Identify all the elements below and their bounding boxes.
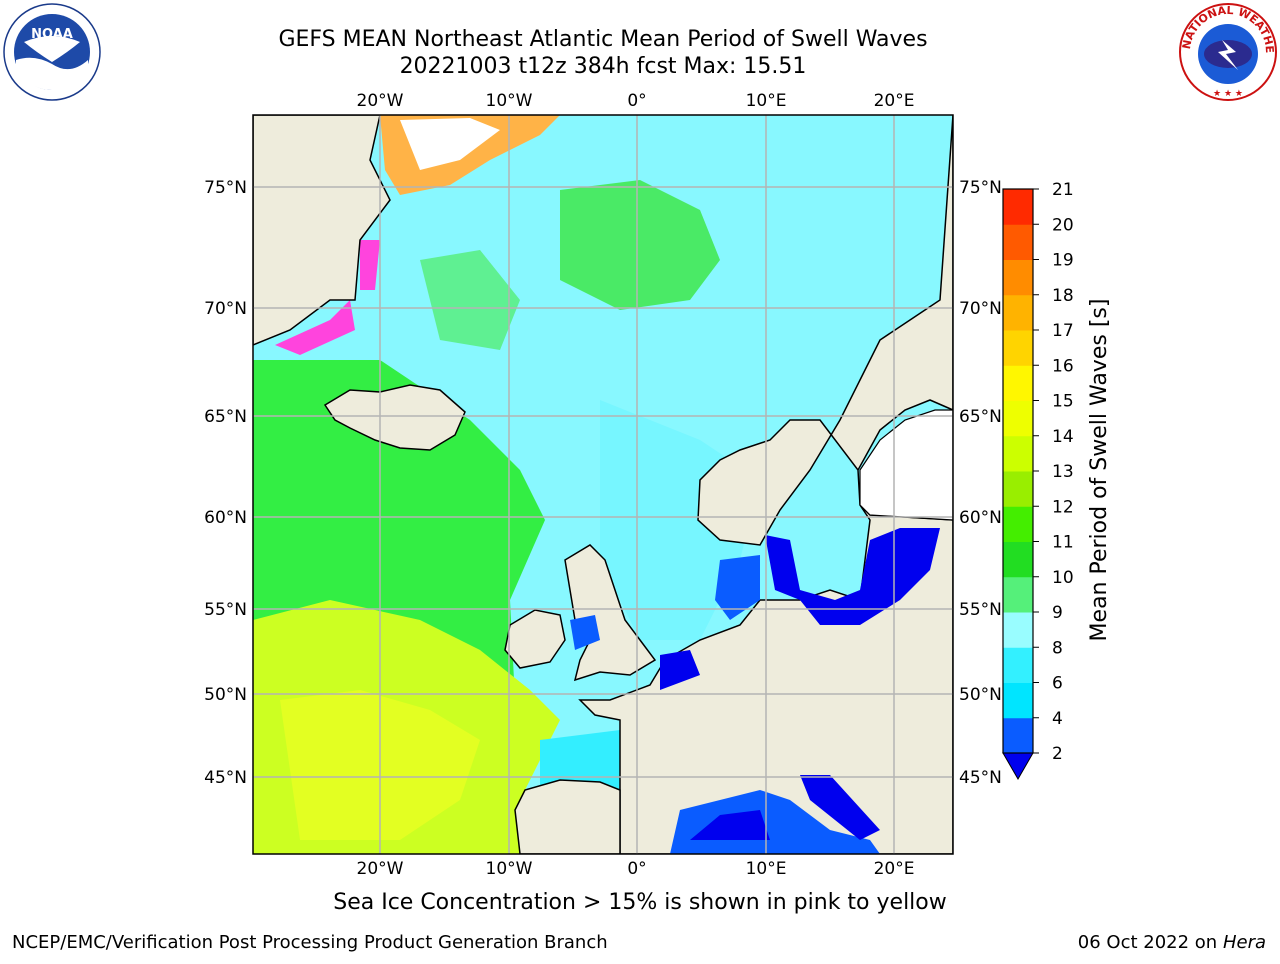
lat-label: 45°N <box>959 768 1002 788</box>
lat-label: 55°N <box>959 600 1002 620</box>
lon-label: 10°W <box>486 91 533 111</box>
swell-region-mid-green <box>420 250 520 350</box>
colorbar-segment <box>1003 294 1033 331</box>
colorbar-under-triangle <box>1002 752 1034 781</box>
skagerrak-low-swell <box>715 555 760 620</box>
lat-label: 75°N <box>204 178 247 198</box>
colorbar-tick-label: 9 <box>1052 603 1063 623</box>
colorbar-tick-label: 6 <box>1052 674 1063 694</box>
mediterranean-very-low <box>690 810 770 840</box>
colorbar-tick-label: 14 <box>1052 427 1074 447</box>
colorbar-segment <box>1003 189 1033 225</box>
sea-ice-greenland-south <box>275 300 355 355</box>
colorbar-segment <box>1003 541 1033 578</box>
colorbar-segment <box>1003 576 1033 613</box>
colorbar-segment <box>1003 330 1033 366</box>
lat-label: 75°N <box>959 178 1002 198</box>
sea-ice-core <box>400 118 500 170</box>
gulf-of-bothnia <box>859 409 953 521</box>
footer-machine: Hera <box>1222 932 1266 953</box>
colorbar-tick-label: 12 <box>1052 497 1074 517</box>
colorbar-segment <box>1003 435 1033 472</box>
lon-label: 0° <box>627 91 646 111</box>
colorbar-tick-label: 10 <box>1052 568 1074 588</box>
colorbar-label: Mean Period of Swell Waves [s] <box>1087 299 1112 642</box>
lon-label: 10°E <box>746 91 787 111</box>
lat-label: 70°N <box>959 299 1002 319</box>
noaa-logo: NOAA <box>3 3 101 101</box>
adriatic-low-swell <box>800 775 880 840</box>
colorbar-tick-label: 20 <box>1052 215 1074 235</box>
chart-subtitle: 20221003 t12z 384h fcst Max: 15.51 <box>399 54 807 79</box>
lat-label: 65°N <box>204 407 247 427</box>
colorbar-tick-label: 4 <box>1052 709 1063 729</box>
lon-label: 20°W <box>357 91 404 111</box>
colorbar-segment <box>1003 506 1033 542</box>
lat-label: 50°N <box>959 685 1002 705</box>
lat-labels-right: 75°N 70°N 65°N 60°N 55°N 50°N 45°N <box>959 178 1002 788</box>
baltic-sea-low-swell <box>765 528 940 625</box>
colorbar-segment <box>1003 612 1033 648</box>
lat-label: 60°N <box>204 508 247 528</box>
footer-date-text: 06 Oct 2022 on <box>1077 932 1223 953</box>
colorbar-segment <box>1003 647 1033 683</box>
chart-title: GEFS MEAN Northeast Atlantic Mean Period… <box>278 27 928 52</box>
colorbar-tick-label: 15 <box>1052 392 1074 412</box>
lat-label: 70°N <box>204 299 247 319</box>
sea-ice-note: Sea Ice Concentration > 15% is shown in … <box>0 890 1280 915</box>
colorbar: 2 4 6 8 9 10 11 12 13 14 15 16 17 18 19 20 21 <box>1002 180 1074 781</box>
footer-credit: NCEP/EMC/Verification Post Processing Pr… <box>12 932 608 953</box>
svg-text:★ ★ ★: ★ ★ ★ <box>1213 89 1243 99</box>
noaa-logo-text: NOAA <box>31 27 73 42</box>
colorbar-tick-label: 2 <box>1052 744 1063 764</box>
lon-labels-top: 20°W 10°W 0° 10°E 20°E <box>357 91 915 111</box>
colorbar-segment <box>1003 717 1033 754</box>
lon-label: 20°E <box>874 859 915 879</box>
lat-label: 50°N <box>204 685 247 705</box>
lat-label: 65°N <box>959 407 1002 427</box>
irish-sea-low-swell <box>570 615 600 650</box>
lat-label: 60°N <box>959 508 1002 528</box>
colorbar-segment <box>1003 259 1033 296</box>
sea-ice-greenland-edge <box>360 240 380 290</box>
lat-labels-left: 75°N 70°N 65°N 60°N 55°N 50°N 45°N <box>204 178 247 788</box>
lon-label: 10°E <box>746 859 787 879</box>
colorbar-tick-label: 19 <box>1052 251 1074 271</box>
map-frame <box>252 114 954 855</box>
lon-labels-bottom: 20°W 10°W 0° 10°E 20°E <box>357 859 915 879</box>
colorbar-tick-label: 8 <box>1052 638 1063 658</box>
lon-label: 20°W <box>357 859 404 879</box>
colorbar-tick-label: 13 <box>1052 462 1074 482</box>
colorbar-segment <box>1003 365 1033 401</box>
ireland-land <box>504 609 566 669</box>
colorbar-tick-label: 21 <box>1052 180 1074 200</box>
lon-label: 10°W <box>486 859 533 879</box>
lon-label: 0° <box>627 859 646 879</box>
colorbar-tick-label: 18 <box>1052 286 1074 306</box>
greenland-land <box>253 115 391 346</box>
map-grid <box>253 115 953 854</box>
lat-label: 55°N <box>204 600 247 620</box>
colorbar-tick-label: 17 <box>1052 321 1074 341</box>
lon-label: 20°E <box>874 91 915 111</box>
lat-label: 45°N <box>204 768 247 788</box>
colorbar-tick-label: 16 <box>1052 356 1074 376</box>
iberia-land <box>514 779 621 854</box>
footer-date: 06 Oct 2022 on Hera <box>1078 932 1266 953</box>
colorbar-segment <box>1003 400 1033 437</box>
colorbar-segment <box>1003 471 1033 507</box>
channel-low-swell <box>660 650 700 690</box>
colorbar-segment <box>1003 224 1033 260</box>
swell-region-north-green <box>560 180 720 310</box>
colorbar-tick-label: 11 <box>1052 533 1074 553</box>
colorbar-segment <box>1003 682 1033 719</box>
sea-ice-note-text: Sea Ice Concentration > 15% is shown in … <box>333 890 947 915</box>
nws-logo: NATIONAL WEATHER SERVICE ★ ★ ★ <box>1178 2 1277 101</box>
